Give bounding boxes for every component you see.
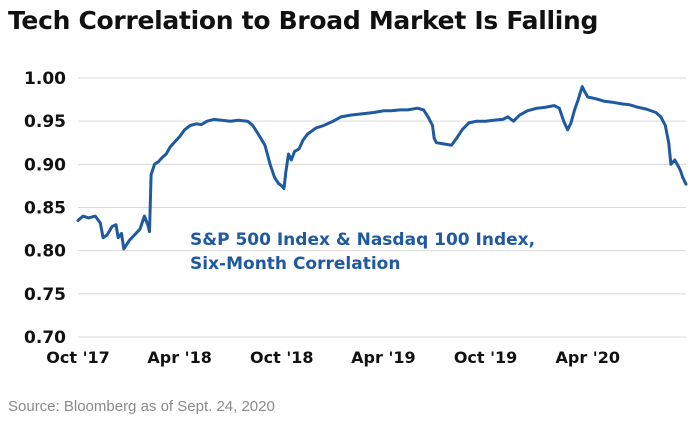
x-tick-label: Apr '20 <box>556 348 620 367</box>
x-tick-label: Oct '18 <box>250 348 313 367</box>
x-axis: Oct '17 Apr '18 Oct '18 Apr '19 Oct '19 Apr '… <box>46 348 620 367</box>
series-line <box>76 85 688 251</box>
y-tick-label: 0.90 <box>24 155 66 175</box>
annotation-line-1: S&P 500 Index & Nasdaq 100 Index, <box>190 230 535 250</box>
y-tick-label: 0.95 <box>24 112 66 132</box>
annotation-line-2: Six-Month Correlation <box>190 254 400 274</box>
y-tick-label: 0.80 <box>24 242 66 262</box>
chart-title: Tech Correlation to Broad Market Is Fall… <box>8 6 599 35</box>
y-tick-label: 1.00 <box>24 69 66 89</box>
series-layer <box>76 85 688 251</box>
gridlines <box>78 77 686 338</box>
y-tick-label: 0.70 <box>24 328 66 348</box>
x-tick-label: Oct '19 <box>454 348 517 367</box>
y-tick-label: 0.75 <box>24 285 66 305</box>
x-tick-label: Oct '17 <box>46 348 109 367</box>
x-tick-label: Apr '19 <box>351 348 415 367</box>
x-tick-label: Apr '18 <box>147 348 211 367</box>
y-axis: 1.00 0.95 0.90 0.85 0.80 0.75 0.70 <box>24 69 66 348</box>
source-note: Source: Bloomberg as of Sept. 24, 2020 <box>8 398 275 415</box>
y-tick-label: 0.85 <box>24 199 66 219</box>
